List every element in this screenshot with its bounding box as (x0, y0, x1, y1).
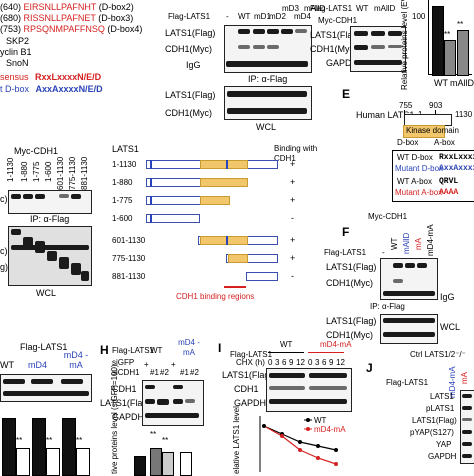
mutant-row: t D-box AxxAxxxxN/E/D (0, 84, 103, 94)
protein-snon: SnoN (6, 58, 29, 68)
flag-label: Flag-LATS1 (168, 12, 211, 21)
protein-skp2: SKP2 (6, 36, 30, 46)
lane-labels: - WT mD1 mD2 mD3 mD4 mAllD (226, 4, 326, 21)
kinase-domain (403, 125, 445, 138)
ytick-100: 100 (412, 12, 426, 21)
f-wcl-blot (380, 314, 438, 344)
bar-malld (457, 30, 469, 76)
bottom-left-chart: ** ** ** (0, 408, 92, 476)
lane-labels-f: - WT mAllD mA mD4-mA (382, 224, 435, 257)
chart-ylabel: Relative proteins level (EV=100) (400, 0, 409, 90)
h-blot (142, 380, 204, 426)
seq-row-1: (640) EIRSNLLPAFNHT (D-box2) (0, 2, 134, 12)
ip-blot (224, 25, 312, 73)
i-blot (266, 368, 352, 412)
i-decay-chart (259, 416, 338, 472)
top-right-blot (350, 26, 406, 72)
j-blot (460, 390, 474, 464)
bar-wt (444, 40, 456, 76)
wcl-domain-blot (8, 226, 92, 286)
seq-row-2: (680) RISSNLLPAFNET (D-box3) (0, 13, 134, 23)
bottom-left-blot (0, 374, 92, 402)
h-chart: ** ** (126, 428, 210, 476)
seq-row-3: (753) RPSQNMPAFFNSQ (D-box4) (0, 24, 143, 34)
bar-ev (432, 6, 444, 76)
y-axis (428, 0, 429, 74)
f-ip-blot (380, 258, 438, 300)
ip-cdh1-blot (8, 190, 92, 214)
box-table: WT D-box RxxLxxxxN Mutant D-box AxxAxxxx… (392, 150, 474, 202)
wcl-blot (224, 86, 312, 120)
chx-times: 0 3 6 9 12 0 3 6 9 12 (268, 358, 345, 367)
binding-region-line (224, 286, 246, 288)
consensus-row: sensus RxxLxxxxN/E/D (0, 72, 102, 82)
protein-cyclinb1: yclin B1 (0, 47, 32, 57)
